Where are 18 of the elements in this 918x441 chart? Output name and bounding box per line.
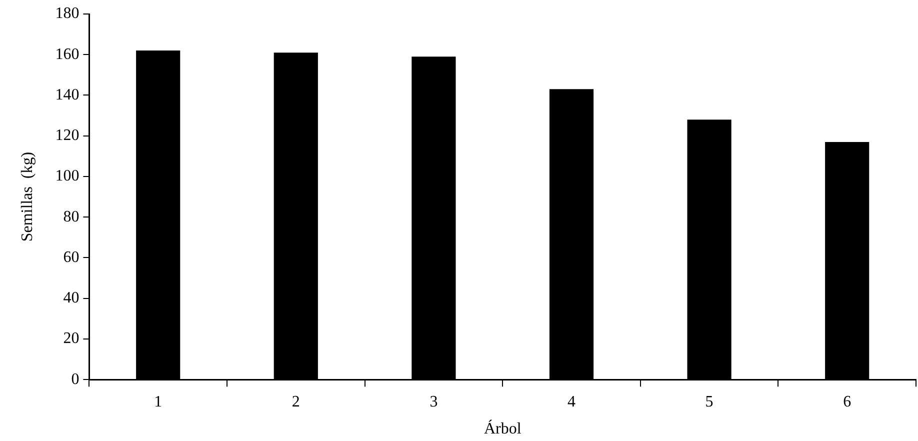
x-tick-label: 6	[843, 393, 852, 410]
x-tick-label: 2	[292, 393, 300, 410]
y-tick-label: 40	[63, 290, 80, 307]
x-tick-label: 5	[705, 393, 714, 410]
y-tick-label: 100	[55, 168, 80, 185]
y-tick-label: 180	[55, 5, 80, 22]
y-tick-label: 20	[63, 330, 80, 348]
y-tick-label: 120	[55, 127, 80, 144]
x-tick-label: 3	[430, 393, 438, 410]
y-tick-label: 80	[63, 208, 80, 226]
y-tick-label: 0	[71, 370, 80, 388]
y-tick-label: 60	[63, 248, 80, 266]
x-tick-label: 1	[154, 393, 162, 410]
y-tick-label: 140	[55, 86, 80, 104]
y-tick-label: 160	[55, 46, 80, 63]
x-tick-label: 4	[568, 393, 576, 410]
x-axis-title: Árbol	[484, 420, 522, 438]
y-axis-title: Semillas (kg)	[18, 152, 36, 242]
